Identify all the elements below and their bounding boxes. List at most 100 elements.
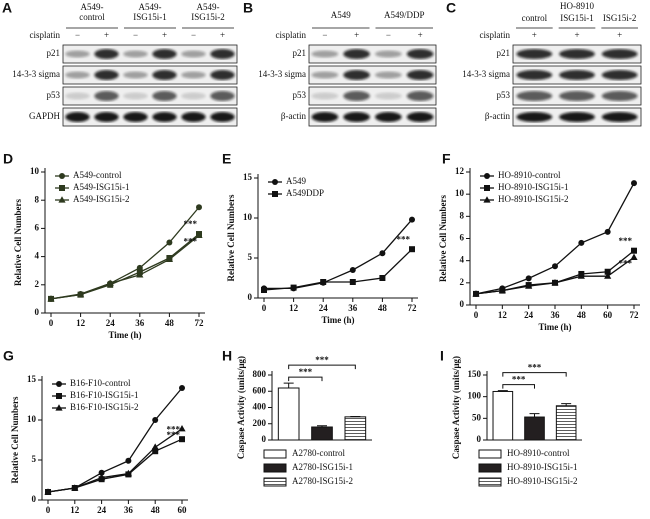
y-tick-label: 0 <box>262 434 267 444</box>
group-label: A549 <box>331 10 351 20</box>
treatment-sign: − <box>322 30 327 40</box>
marker <box>56 393 62 399</box>
legend-label: B16-F10-ISG15i-2 <box>70 402 139 412</box>
marker <box>349 267 356 273</box>
marker <box>178 425 186 432</box>
y-tick-label: 4 <box>460 255 465 265</box>
row-label: 14-3-3 sigma <box>258 69 306 79</box>
blot-band <box>343 91 370 101</box>
y-tick-label: 2 <box>460 277 465 287</box>
legend-label: B16-F10-control <box>70 378 131 388</box>
y-axis-label: Caspase Activity (units/μg) <box>451 356 461 459</box>
blot-band <box>516 91 553 101</box>
panel-label: F <box>442 151 451 167</box>
series-line <box>263 248 413 291</box>
blot-band <box>343 112 370 122</box>
bar <box>555 405 577 441</box>
blot-band <box>406 91 434 101</box>
marker <box>484 173 490 179</box>
treatment-label: cisplatin <box>30 30 61 40</box>
blot-band <box>375 71 402 79</box>
annotation: *** <box>184 237 198 247</box>
x-tick-label: 36 <box>135 318 145 328</box>
blot-band <box>311 71 339 79</box>
series-line <box>47 438 183 493</box>
x-axis-label: Time (h) <box>321 315 354 325</box>
blot-band <box>152 49 177 59</box>
legend-swatch <box>478 463 502 473</box>
x-tick-label: 0 <box>474 310 479 320</box>
blot-band <box>375 112 402 122</box>
blot-band <box>123 112 148 122</box>
bar <box>344 416 367 441</box>
error-bar <box>497 390 508 392</box>
marker <box>379 275 386 281</box>
y-tick-label: 0 <box>477 434 482 444</box>
row-label: p53 <box>497 90 511 100</box>
legend-label: A549-ISG15i-2 <box>73 194 130 204</box>
legend-label: A2780-control <box>292 448 345 458</box>
blot-strip <box>308 107 437 127</box>
x-tick-label: 12 <box>289 303 299 313</box>
marker <box>484 185 490 191</box>
marker <box>166 239 173 246</box>
panel-label: H <box>222 348 232 364</box>
bar <box>277 387 300 441</box>
treatment-sign: + <box>162 30 167 40</box>
row-label: β-actin <box>485 111 511 121</box>
row-label: p53 <box>47 90 61 100</box>
treatment-sign: + <box>354 30 359 40</box>
marker <box>472 290 480 297</box>
x-tick-label: 60 <box>603 310 613 320</box>
marker <box>272 191 278 197</box>
treatment-sign: + <box>220 30 225 40</box>
x-tick-label: 0 <box>46 505 51 515</box>
x-tick-label: 36 <box>551 310 561 320</box>
y-tick-label: 15 <box>27 374 37 384</box>
treatment-sign: + <box>617 30 622 40</box>
y-tick-label: 5 <box>32 454 37 464</box>
legend-label: A549DDP <box>286 188 324 198</box>
y-tick-label: 50 <box>472 412 482 422</box>
series-line <box>50 233 200 300</box>
marker <box>483 196 491 203</box>
x-tick-label: 12 <box>70 505 80 515</box>
y-tick-label: 10 <box>30 166 40 176</box>
annotation: *** <box>619 258 633 268</box>
marker <box>44 488 52 495</box>
significance-bracket <box>502 384 535 389</box>
marker <box>577 272 585 279</box>
marker <box>409 246 415 253</box>
annotation: *** <box>167 424 181 434</box>
blot-band <box>516 112 553 122</box>
marker <box>106 279 114 286</box>
treatment-sign: − <box>75 30 80 40</box>
blot-band <box>559 49 595 59</box>
x-tick-label: 24 <box>97 505 107 515</box>
marker <box>56 381 62 387</box>
marker <box>498 286 506 294</box>
blot-band <box>311 50 339 58</box>
blot-band <box>94 49 119 59</box>
marker <box>98 469 105 476</box>
blot-header: HO-8910 <box>560 1 594 11</box>
x-tick-label: 48 <box>165 318 175 328</box>
row-label: 14-3-3 sigma <box>12 69 60 79</box>
x-tick-label: 24 <box>524 310 534 320</box>
treatment-sign: − <box>191 30 196 40</box>
y-tick-label: 6 <box>460 233 465 243</box>
blot-band <box>343 70 370 80</box>
x-tick-label: 48 <box>378 303 388 313</box>
marker <box>349 279 356 285</box>
y-tick-label: 0 <box>32 494 37 504</box>
y-tick-label: 150 <box>468 369 482 379</box>
blot-band <box>601 49 638 59</box>
y-tick-label: 10 <box>27 414 37 424</box>
row-label: p21 <box>293 48 307 58</box>
blot-band <box>152 70 177 80</box>
marker <box>631 247 637 254</box>
marker <box>59 173 65 179</box>
significance-label: *** <box>299 367 313 377</box>
y-tick-label: 400 <box>253 402 267 412</box>
